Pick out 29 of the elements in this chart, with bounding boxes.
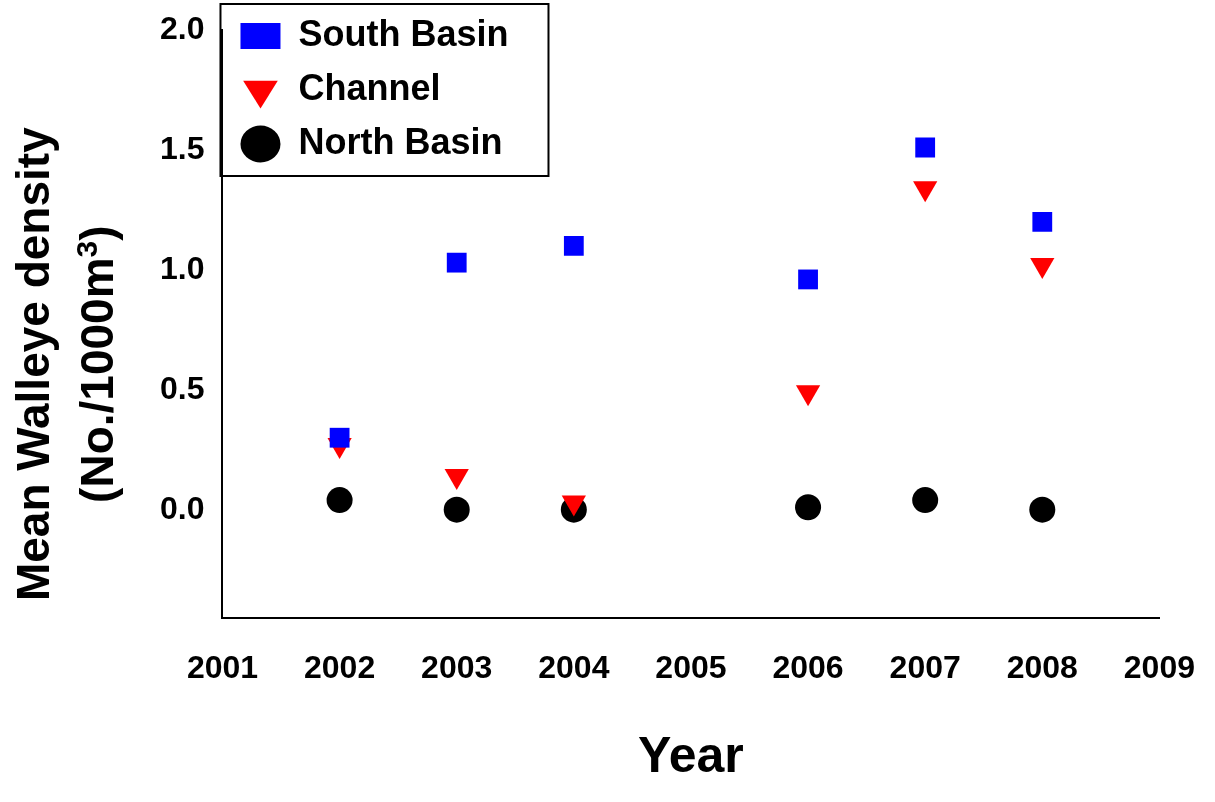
point: [443, 496, 470, 523]
y-tick-label: 0.5: [160, 369, 205, 406]
legend-label: Channel: [298, 66, 441, 108]
point: [798, 269, 818, 290]
x-tick-label: 2002: [304, 648, 376, 685]
point: [1029, 496, 1056, 523]
x-tick-label: 2007: [889, 648, 961, 685]
x-tick-label: 2009: [1123, 648, 1195, 685]
point: [326, 487, 353, 514]
point: [912, 487, 939, 514]
x-axis-title: Year: [638, 726, 744, 783]
point: [915, 137, 936, 158]
point: [563, 235, 584, 256]
x-tick-label: 2006: [772, 648, 844, 685]
x-tick-label: 2005: [655, 648, 727, 685]
y-tick-label: 2.0: [160, 9, 205, 46]
point: [1032, 211, 1053, 232]
x-tick-label: 2001: [186, 648, 259, 685]
y-tick-label: 1.0: [160, 249, 205, 286]
y-tick-label: 0.0: [160, 489, 205, 526]
point: [329, 427, 350, 448]
point: [446, 252, 467, 273]
x-tick-label: 2003: [421, 648, 493, 685]
x-tick-label: 2004: [538, 648, 610, 685]
legend-label: North Basin: [298, 120, 503, 162]
legend-label: South Basin: [298, 12, 509, 54]
x-tick-label: 2008: [1006, 648, 1078, 685]
y-tick-label: 1.5: [160, 129, 205, 166]
point: [795, 494, 822, 521]
